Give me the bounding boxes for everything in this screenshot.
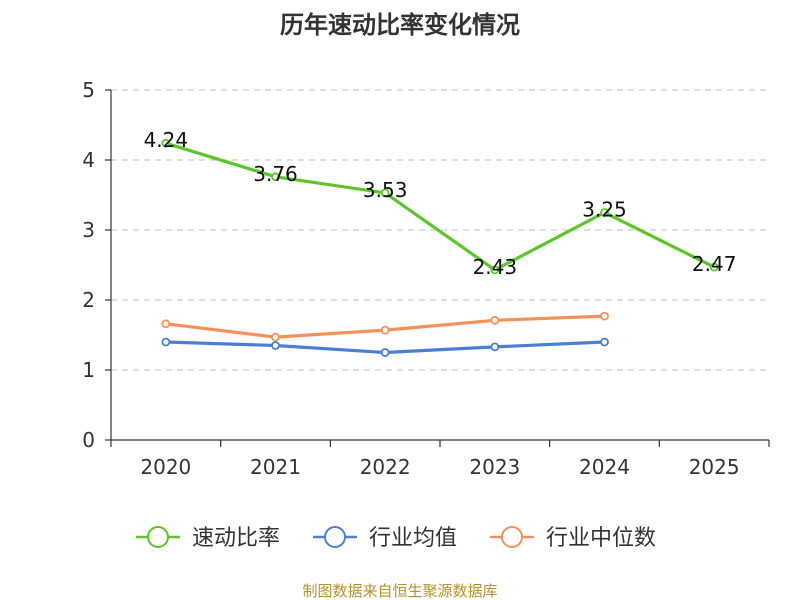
data-point — [271, 172, 280, 182]
series-line-0 — [164, 141, 716, 272]
data-label: 3.53 — [363, 178, 408, 202]
y-tick-label: 4 — [82, 148, 95, 172]
data-label: 3.76 — [253, 162, 298, 186]
data-point — [380, 188, 390, 198]
y-tick-label: 2 — [82, 288, 95, 312]
x-tick-label: 2021 — [250, 455, 301, 479]
data-point — [161, 138, 171, 148]
data-point — [600, 337, 609, 347]
y-tick-label: 1 — [82, 358, 95, 382]
x-tick-label: 2025 — [689, 455, 740, 479]
legend-swatch-marker — [147, 526, 169, 548]
x-tick-label: 2022 — [360, 455, 411, 479]
legend-label: 行业中位数 — [546, 526, 656, 551]
legend-label: 速动比率 — [192, 526, 280, 551]
data-point — [709, 262, 719, 272]
data-point — [271, 341, 280, 350]
data-labels: 4.24 3.76 3.53 2.43 3.25 2.47 — [144, 128, 737, 279]
data-point — [161, 319, 171, 329]
data-label: 2.47 — [692, 252, 737, 276]
source-note: 制图数据来自恒生聚源数据库 — [302, 582, 497, 600]
data-point — [490, 342, 500, 352]
data-label: 2.43 — [473, 255, 518, 279]
data-point — [490, 265, 500, 275]
y-tick-label: 0 — [82, 428, 95, 452]
axes: 0 1 2 3 4 5 2020 2021 2022 2023 2024 2025 — [82, 78, 770, 479]
data-label: 4.24 — [144, 128, 189, 152]
data-point — [600, 208, 609, 217]
data-point — [490, 315, 500, 325]
legend-label: 行业均值 — [369, 526, 457, 551]
data-point — [600, 311, 609, 321]
data-label: 3.25 — [582, 198, 627, 222]
legend-swatch-marker — [324, 526, 346, 548]
data-point — [271, 332, 280, 342]
x-tick-label: 2020 — [140, 455, 191, 479]
data-point — [380, 348, 390, 357]
y-tick-label: 5 — [82, 78, 95, 102]
y-tick-label: 3 — [82, 218, 95, 242]
x-tick-label: 2023 — [469, 455, 520, 479]
legend-swatch-marker — [501, 526, 523, 548]
chart-title: 历年速动比率变化情况 — [280, 11, 520, 39]
data-point — [161, 337, 171, 347]
x-tick-label: 2024 — [579, 455, 630, 479]
legend: 速动比率 行业均值 行业中位数 — [136, 526, 656, 551]
data-point — [380, 325, 390, 335]
series-group — [161, 138, 719, 357]
